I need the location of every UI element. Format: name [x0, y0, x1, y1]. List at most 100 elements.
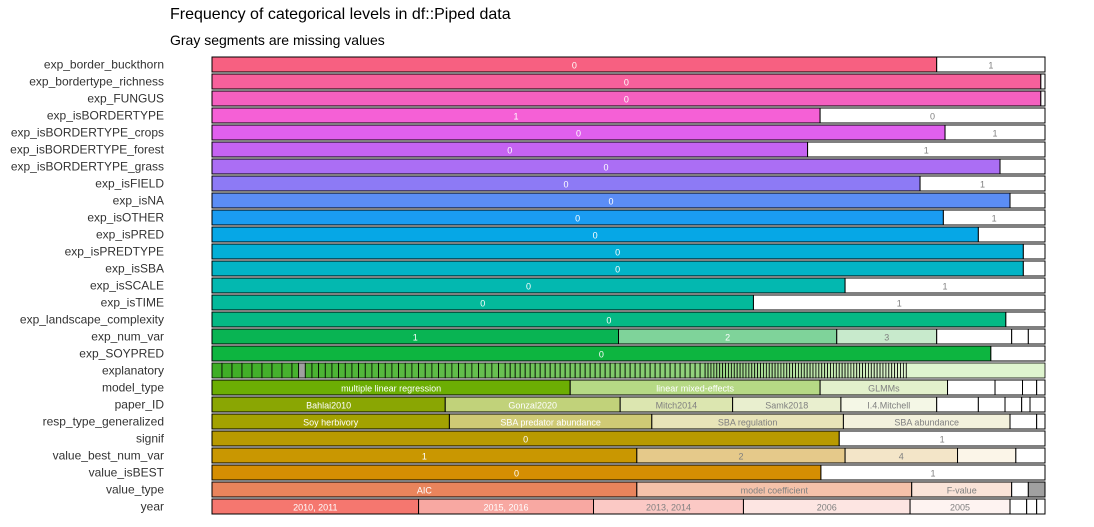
- bar-segment: [942, 209, 1046, 226]
- bar-segment: [736, 362, 741, 379]
- segment-label: 0: [480, 299, 485, 309]
- segment-label: 2005: [950, 503, 970, 513]
- bar-segment: [291, 362, 300, 379]
- bar-segment: [833, 362, 837, 379]
- segment-label: 1: [980, 180, 985, 190]
- bar-segment: [351, 362, 360, 379]
- bar-segment: [464, 362, 473, 379]
- bar-segment: [364, 362, 373, 379]
- bar-segment: [798, 362, 802, 379]
- row-label: exp_border_buckthorn: [44, 58, 164, 72]
- segment-label: 0: [604, 163, 609, 173]
- bar-segment: [710, 362, 715, 379]
- bar-segment: [689, 362, 696, 379]
- segment-label: SBA regulation: [718, 418, 778, 428]
- bar-segment: [564, 362, 571, 379]
- bar-segment: [221, 362, 233, 379]
- bar-segment: [1015, 447, 1046, 464]
- bar-segment: [754, 362, 759, 379]
- bar-segment: [644, 362, 651, 379]
- bar-segment: [1029, 396, 1046, 413]
- segment-label: linear mixed-effects: [656, 384, 734, 394]
- bar-segment: [742, 362, 747, 379]
- bar-segment: [725, 362, 729, 379]
- bar-segment: [1011, 328, 1029, 345]
- bar-segment: [579, 362, 586, 379]
- bar-segment: [484, 362, 493, 379]
- bar-segment: [722, 362, 726, 379]
- bar-segment: [812, 362, 817, 379]
- segment-label: 1: [930, 469, 935, 479]
- bar-segment: [774, 362, 779, 379]
- bar-segment: [559, 362, 566, 379]
- bar-segment: [850, 362, 855, 379]
- bar-segment: [944, 124, 1046, 141]
- segment-label: F-value: [947, 486, 977, 496]
- bar-segment: [786, 362, 791, 379]
- segment-label: Bahlai2010: [306, 401, 351, 411]
- bar-segment: [862, 362, 866, 379]
- segment-label: 0: [930, 112, 935, 122]
- bar-segment: [902, 362, 907, 379]
- segment-label: 0: [599, 350, 604, 360]
- row-label: value_type: [106, 483, 164, 497]
- segment-label: 2: [738, 452, 743, 462]
- bar-segment: [835, 362, 840, 379]
- segment-label: 0: [526, 282, 531, 292]
- segment-label: 2010, 2011: [293, 503, 337, 513]
- row-label: exp_isFIELD: [95, 177, 164, 191]
- segment-label: 1: [988, 61, 993, 71]
- bar-segment: [1036, 413, 1046, 430]
- bar-segment: [704, 362, 709, 379]
- bar-segment: [679, 362, 686, 379]
- bar-segment: [905, 362, 1046, 379]
- bar-segment: [211, 362, 223, 379]
- bar-segment: [716, 362, 721, 379]
- bar-segment: [800, 362, 805, 379]
- segment-label: Soy herbivory: [303, 418, 359, 428]
- bar-segment: [669, 362, 676, 379]
- bar-segment: [1021, 396, 1031, 413]
- bar-segment: [728, 362, 732, 379]
- bar-segment: [1036, 498, 1046, 515]
- row-label: exp_bordertype_richness: [29, 75, 164, 89]
- bar-segment: [777, 362, 782, 379]
- bar-segment: [1004, 396, 1023, 413]
- bar-segment: [1026, 498, 1038, 515]
- bar-segment: [1027, 481, 1046, 498]
- segment-label: multiple linear regression: [341, 384, 441, 394]
- bar-segment: [757, 362, 761, 379]
- bar-segment: [574, 362, 581, 379]
- bar-segment: [391, 362, 399, 379]
- segment-label: Mitch2014: [656, 401, 698, 411]
- bar-segment: [1009, 413, 1038, 430]
- bar-segment: [431, 362, 439, 379]
- bar-segment: [624, 362, 631, 379]
- bar-segment: [371, 362, 380, 379]
- bar-segment: [733, 362, 738, 379]
- bar-segment: [780, 362, 785, 379]
- bar-segment: [1005, 311, 1046, 328]
- segment-label: 0: [514, 469, 519, 479]
- bar-segment: [281, 362, 293, 379]
- bar-segment: [752, 294, 1046, 311]
- bar-segment: [1036, 379, 1046, 396]
- bar-segment: [311, 362, 320, 379]
- bar-segment: [241, 362, 253, 379]
- bar-segment: [654, 362, 661, 379]
- bar-segment: [771, 362, 776, 379]
- bar-segment: [868, 362, 872, 379]
- bar-segment: [404, 362, 413, 379]
- bar-segment: [844, 362, 849, 379]
- bar-segment: [891, 362, 896, 379]
- bar-segment: [534, 362, 541, 379]
- bar-segment: [847, 362, 852, 379]
- segment-label: 1: [514, 112, 519, 122]
- segment-label: GLMMs: [868, 384, 900, 394]
- segment-label: model coefficient: [741, 486, 809, 496]
- bar-segment: [719, 362, 724, 379]
- segment-label: 0: [564, 180, 569, 190]
- row-label: exp_SOYPRED: [79, 347, 164, 361]
- bar-segment: [318, 362, 326, 379]
- segment-label: 1: [413, 333, 418, 343]
